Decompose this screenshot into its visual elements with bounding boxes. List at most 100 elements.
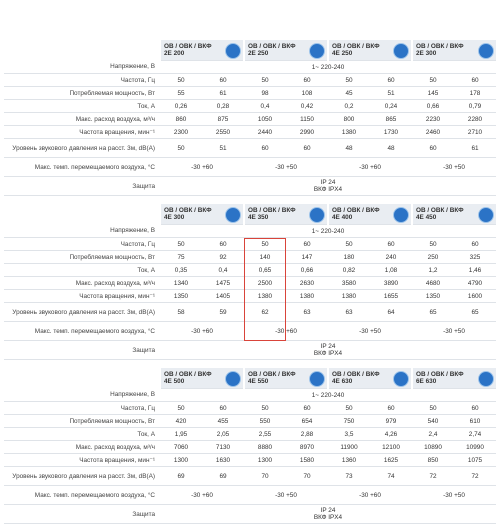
logo-icon [225, 371, 241, 387]
cell: 2550 [202, 125, 244, 139]
row-label: Макс. темп. перемещаемого воздуха, °С [4, 321, 160, 341]
cell: 0,79 [454, 99, 496, 113]
cell: 979 [370, 414, 412, 428]
cell: 2,4 [412, 427, 454, 441]
cell: 2,05 [202, 427, 244, 441]
cell: 250 [412, 250, 454, 264]
cell: 420 [160, 414, 202, 428]
row-label: Ток, А [4, 427, 160, 441]
cell: 61 [202, 86, 244, 100]
cell: 550 [244, 414, 286, 428]
row-label: Напряжение, В [4, 224, 160, 238]
cell: 178 [454, 86, 496, 100]
cell: 75 [160, 250, 202, 264]
cell: 3890 [370, 276, 412, 290]
cell: 11900 [328, 440, 370, 454]
spec-row: Уровень звукового давления на расст. 3м,… [4, 302, 496, 322]
cell: 65 [454, 302, 496, 322]
cell: 4,26 [370, 427, 412, 441]
cell: 73 [328, 466, 370, 486]
cell: 1380 [244, 289, 286, 303]
row-label: Частота, Гц [4, 73, 160, 87]
blank [4, 204, 160, 225]
spec-row: Частота, Гц 50 60 50 60 50 60 50 60 [4, 73, 496, 87]
spec-row: Напряжение, В 1~ 220-240 [4, 224, 496, 238]
model-header: ОВ / ОВК / ВКФ 2Е 300 [411, 40, 496, 61]
cell: 72 [454, 466, 496, 486]
logo-icon [478, 43, 494, 59]
cell: 0,66 [412, 99, 454, 113]
cell: 145 [412, 86, 454, 100]
blank [4, 40, 160, 61]
cell: 540 [412, 414, 454, 428]
cell: 58 [160, 302, 202, 322]
protection-row: Защита IP 24 ВКФ IPX4 [4, 504, 496, 524]
header-row: ОВ / ОВК / ВКФ 4Е 300 ОВ / ОВК / ВКФ 4Е 350… [4, 204, 496, 225]
protection-cell: IP 24 ВКФ IPX4 [160, 340, 496, 360]
cell: 50 [328, 237, 370, 251]
cell: 4680 [412, 276, 454, 290]
cell: 62 [244, 302, 286, 322]
cell: 2300 [160, 125, 202, 139]
cell: 750 [328, 414, 370, 428]
row-label: Частота, Гц [4, 401, 160, 415]
cell: 2710 [454, 125, 496, 139]
cell: -30 +60 [328, 157, 412, 177]
cell: 1405 [202, 289, 244, 303]
model-name: 2Е 200 [164, 50, 185, 57]
cell: 60 [286, 73, 328, 87]
cell: 108 [286, 86, 328, 100]
cell: 147 [286, 250, 328, 264]
cell: 48 [370, 138, 412, 158]
protection-cell: IP 24 ВКФ IPX4 [160, 504, 496, 524]
cell: 1475 [202, 276, 244, 290]
cell: 65 [412, 302, 454, 322]
cell: 1360 [328, 453, 370, 467]
spec-row: Частота вращения, мин⁻¹ 1350 1405 1380 1380 1… [4, 289, 496, 303]
cell: 0,66 [286, 263, 328, 277]
protection-line: ВКФ IPX4 [313, 514, 343, 521]
spec-row: Макс. темп. перемещаемого воздуха, °С -30… [4, 485, 496, 505]
protection-cell: IP 24 ВКФ IPX4 [160, 176, 496, 196]
cell: 2990 [286, 125, 328, 139]
cell: 1600 [454, 289, 496, 303]
model-name: 4Е 350 [248, 214, 269, 221]
model-series: ОВ / ОВК / ВКФ [332, 43, 380, 50]
model-series: ОВ / ОВК / ВКФ [332, 207, 380, 214]
cell: 1625 [370, 453, 412, 467]
row-label: Макс. темп. перемещаемого воздуха, °С [4, 485, 160, 505]
cell: 180 [328, 250, 370, 264]
row-label: Макс. темп. перемещаемого воздуха, °С [4, 157, 160, 177]
model-name: 4Е 630 [332, 378, 353, 385]
cell: 69 [202, 466, 244, 486]
cell: 60 [370, 237, 412, 251]
row-label: Уровень звукового давления на расст. 3м,… [4, 302, 160, 322]
row-label: Потребляемая мощность, Вт [4, 250, 160, 264]
cell: 2500 [244, 276, 286, 290]
protection-line: IP 24 [320, 179, 336, 186]
cell: 3580 [328, 276, 370, 290]
model-header: ОВ / ОВК / ВКФ 6Е 630 [411, 368, 496, 389]
logo-icon [309, 207, 325, 223]
spec-row: Ток, А 0,26 0,28 0,4 0,42 0,2 0,24 0,66 0,79 [4, 99, 496, 113]
model-series: ОВ / ОВК / ВКФ [164, 207, 212, 214]
cell: 2,88 [286, 427, 328, 441]
model-header: ОВ / ОВК / ВКФ 2Е 250 [243, 40, 328, 61]
spec-row: Потребляемая мощность, Вт 420 455 550 654 750… [4, 414, 496, 428]
cell: 140 [244, 250, 286, 264]
row-label: Ток, А [4, 99, 160, 113]
logo-icon [393, 371, 409, 387]
cell: 0,4 [244, 99, 286, 113]
protection-row: Защита IP 24 ВКФ IPX4 [4, 176, 496, 196]
cell: 1050 [244, 112, 286, 126]
model-header: ОВ / ОВК / ВКФ 4Е 350 [243, 204, 328, 225]
spec-row: Потребляемая мощность, Вт 55 61 98 108 45 51 14… [4, 86, 496, 100]
cell: 1,46 [454, 263, 496, 277]
cell: 2,55 [244, 427, 286, 441]
cell: 70 [286, 466, 328, 486]
cell: 51 [370, 86, 412, 100]
cell: 455 [202, 414, 244, 428]
cell: 865 [370, 112, 412, 126]
cell: 72 [412, 466, 454, 486]
row-label: Напряжение, В [4, 388, 160, 402]
